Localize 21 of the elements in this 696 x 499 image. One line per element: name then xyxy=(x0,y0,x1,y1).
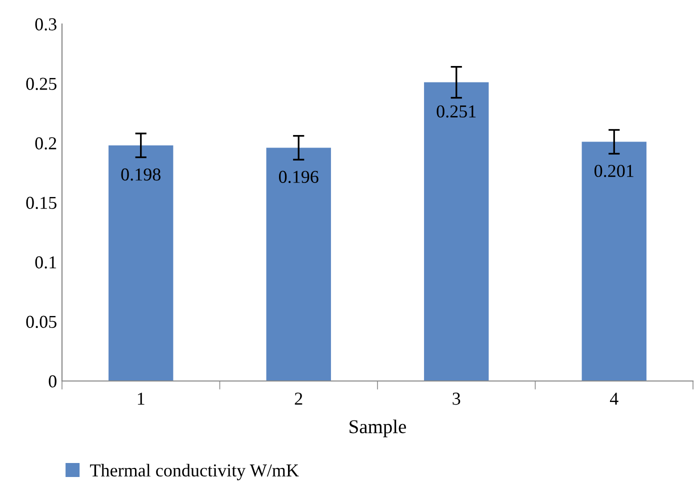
x-axis-title: Sample xyxy=(350,420,406,438)
y-tick-label: 0.2 xyxy=(35,137,56,150)
bar xyxy=(266,148,331,381)
data-label: 0.251 xyxy=(436,105,476,118)
bar xyxy=(424,82,489,381)
bar xyxy=(108,145,174,381)
x-tick-label: 1 xyxy=(138,392,144,405)
y-tick-label: 0.1 xyxy=(35,256,56,269)
y-tick-label: 0.05 xyxy=(26,316,56,328)
bar xyxy=(582,142,646,381)
data-label: 0.201 xyxy=(594,164,634,178)
data-label: 0.198 xyxy=(121,168,160,181)
x-tick-label: 4 xyxy=(610,392,618,405)
y-tick-label: 0.15 xyxy=(26,196,56,210)
y-tick-label: 0.3 xyxy=(35,18,56,31)
x-tick-label: 3 xyxy=(452,392,460,405)
legend-label: Thermal conductivity W/mK xyxy=(90,464,299,480)
y-tick-label: 0.25 xyxy=(26,78,56,90)
x-tick-label: 2 xyxy=(294,392,302,405)
y-tick-label: 0 xyxy=(48,375,56,388)
data-label: 0.196 xyxy=(279,170,318,184)
